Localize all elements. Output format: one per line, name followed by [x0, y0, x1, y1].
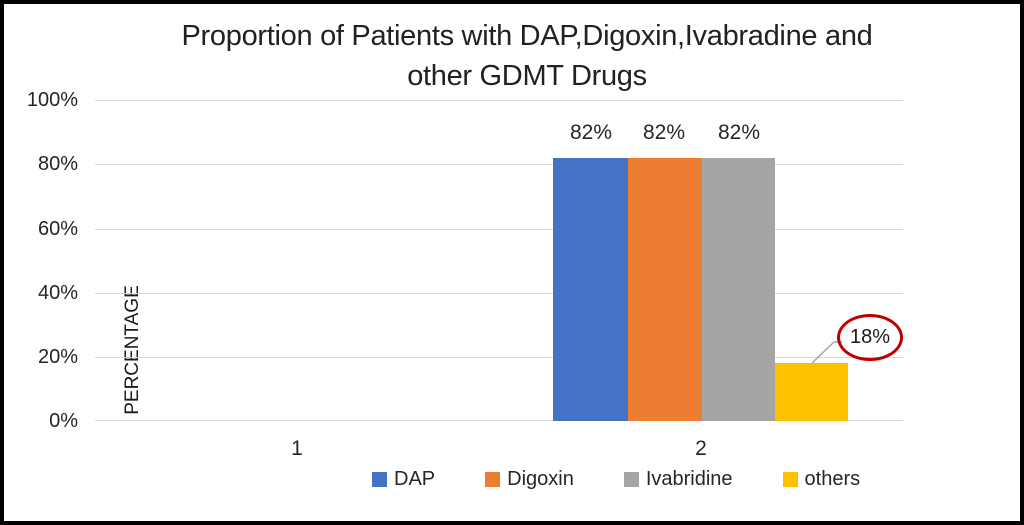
y-tick-80: 80% [37, 153, 78, 175]
gridline-100 [95, 100, 903, 101]
chart-title-line-1: Proportion of Patients with DAP,Digoxin,… [181, 20, 873, 52]
data-label-others: 18% [849, 326, 891, 348]
legend-item-others: others [782, 467, 861, 491]
chart-title-line-2: other GDMT Drugs [407, 60, 647, 92]
gridline-40 [95, 293, 903, 294]
data-label-ivabridine: 82% [717, 121, 761, 144]
plot-area: 82% 82% 82% 18% [95, 100, 903, 421]
y-tick-20: 20% [37, 346, 78, 368]
legend-label-ivabridine: Ivabridine [645, 467, 733, 490]
y-tick-100: 100% [26, 89, 78, 111]
bar-digoxin [628, 158, 702, 421]
legend-item-digoxin: Digoxin [485, 468, 574, 491]
gridline-80 [95, 164, 903, 165]
legend-label-dap: DAP [394, 467, 436, 490]
y-tick-0: 0% [49, 410, 78, 432]
y-tick-40: 40% [37, 282, 78, 304]
y-tick-60: 60% [37, 218, 78, 240]
annotation-ellipse: 18% [837, 314, 903, 361]
bar-ivabridine [702, 158, 775, 421]
bar-dap [553, 158, 628, 421]
gridline-0 [95, 420, 903, 421]
legend-swatch-others-icon [782, 471, 798, 487]
legend-label-others: others [804, 467, 861, 490]
legend-item-dap: DAP [372, 468, 435, 491]
legend: DAP Digoxin Ivabridine others [372, 468, 860, 490]
legend-item-ivabridine: Ivabridine [623, 467, 733, 491]
data-label-digoxin: 82% [642, 121, 686, 144]
data-label-dap: 82% [569, 121, 613, 144]
x-tick-2: 2 [695, 437, 707, 460]
gridline-20 [95, 357, 903, 358]
legend-swatch-ivabridine-icon [623, 471, 639, 487]
chart-title: Proportion of Patients with DAP,Digoxin,… [30, 16, 1024, 96]
bar-others [775, 363, 848, 421]
gridline-60 [95, 229, 903, 230]
x-tick-1: 1 [291, 437, 303, 460]
legend-label-digoxin: Digoxin [507, 467, 574, 490]
legend-swatch-digoxin-icon [485, 471, 501, 487]
legend-swatch-dap-icon [372, 471, 387, 487]
